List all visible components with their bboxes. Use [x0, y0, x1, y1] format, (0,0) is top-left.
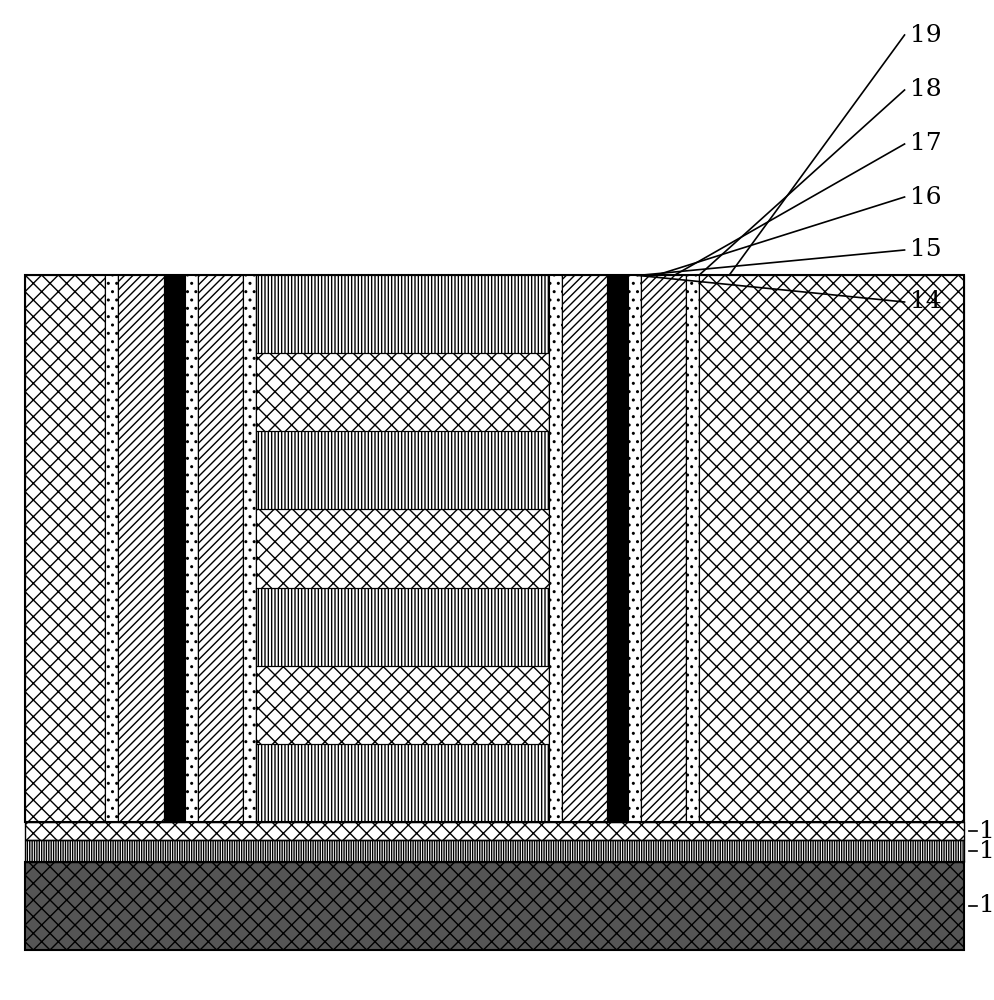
Bar: [549, 275, 563, 822]
Bar: [628, 275, 641, 822]
Bar: [25, 862, 964, 950]
Bar: [164, 275, 185, 822]
Text: 18: 18: [910, 79, 941, 102]
Bar: [255, 275, 549, 353]
Bar: [25, 840, 964, 862]
Bar: [686, 275, 700, 822]
Bar: [255, 744, 549, 822]
Bar: [198, 275, 243, 822]
Bar: [185, 275, 198, 822]
Bar: [607, 275, 628, 822]
Bar: [104, 275, 118, 822]
Bar: [700, 275, 964, 822]
Bar: [255, 431, 549, 509]
Bar: [118, 275, 164, 822]
Bar: [25, 840, 964, 862]
Bar: [255, 509, 549, 588]
Bar: [700, 275, 964, 822]
Bar: [25, 275, 104, 822]
Bar: [255, 744, 549, 822]
Bar: [243, 275, 255, 822]
Bar: [255, 666, 549, 744]
Bar: [255, 353, 549, 431]
Text: 11: 11: [979, 894, 994, 918]
Text: 15: 15: [910, 238, 941, 261]
Text: 14: 14: [910, 290, 941, 314]
Bar: [607, 275, 628, 822]
Bar: [243, 275, 255, 822]
Bar: [198, 275, 243, 822]
Text: 12: 12: [979, 839, 994, 862]
Bar: [255, 666, 549, 744]
Bar: [628, 275, 641, 822]
Bar: [25, 275, 104, 822]
Bar: [549, 275, 563, 822]
Bar: [686, 275, 700, 822]
Bar: [255, 588, 549, 666]
Bar: [255, 275, 549, 353]
Bar: [25, 862, 964, 950]
Bar: [25, 275, 964, 822]
Bar: [641, 275, 686, 822]
Bar: [641, 275, 686, 822]
Bar: [185, 275, 198, 822]
Bar: [255, 353, 549, 431]
Text: 17: 17: [910, 132, 941, 155]
Bar: [563, 275, 607, 822]
Bar: [255, 431, 549, 509]
Text: 16: 16: [910, 186, 941, 209]
Text: 19: 19: [910, 23, 941, 46]
Bar: [104, 275, 118, 822]
Bar: [255, 588, 549, 666]
Bar: [164, 275, 185, 822]
Bar: [563, 275, 607, 822]
Bar: [25, 822, 964, 840]
Bar: [118, 275, 164, 822]
Bar: [255, 509, 549, 588]
Text: 13: 13: [979, 820, 994, 842]
Bar: [25, 822, 964, 840]
